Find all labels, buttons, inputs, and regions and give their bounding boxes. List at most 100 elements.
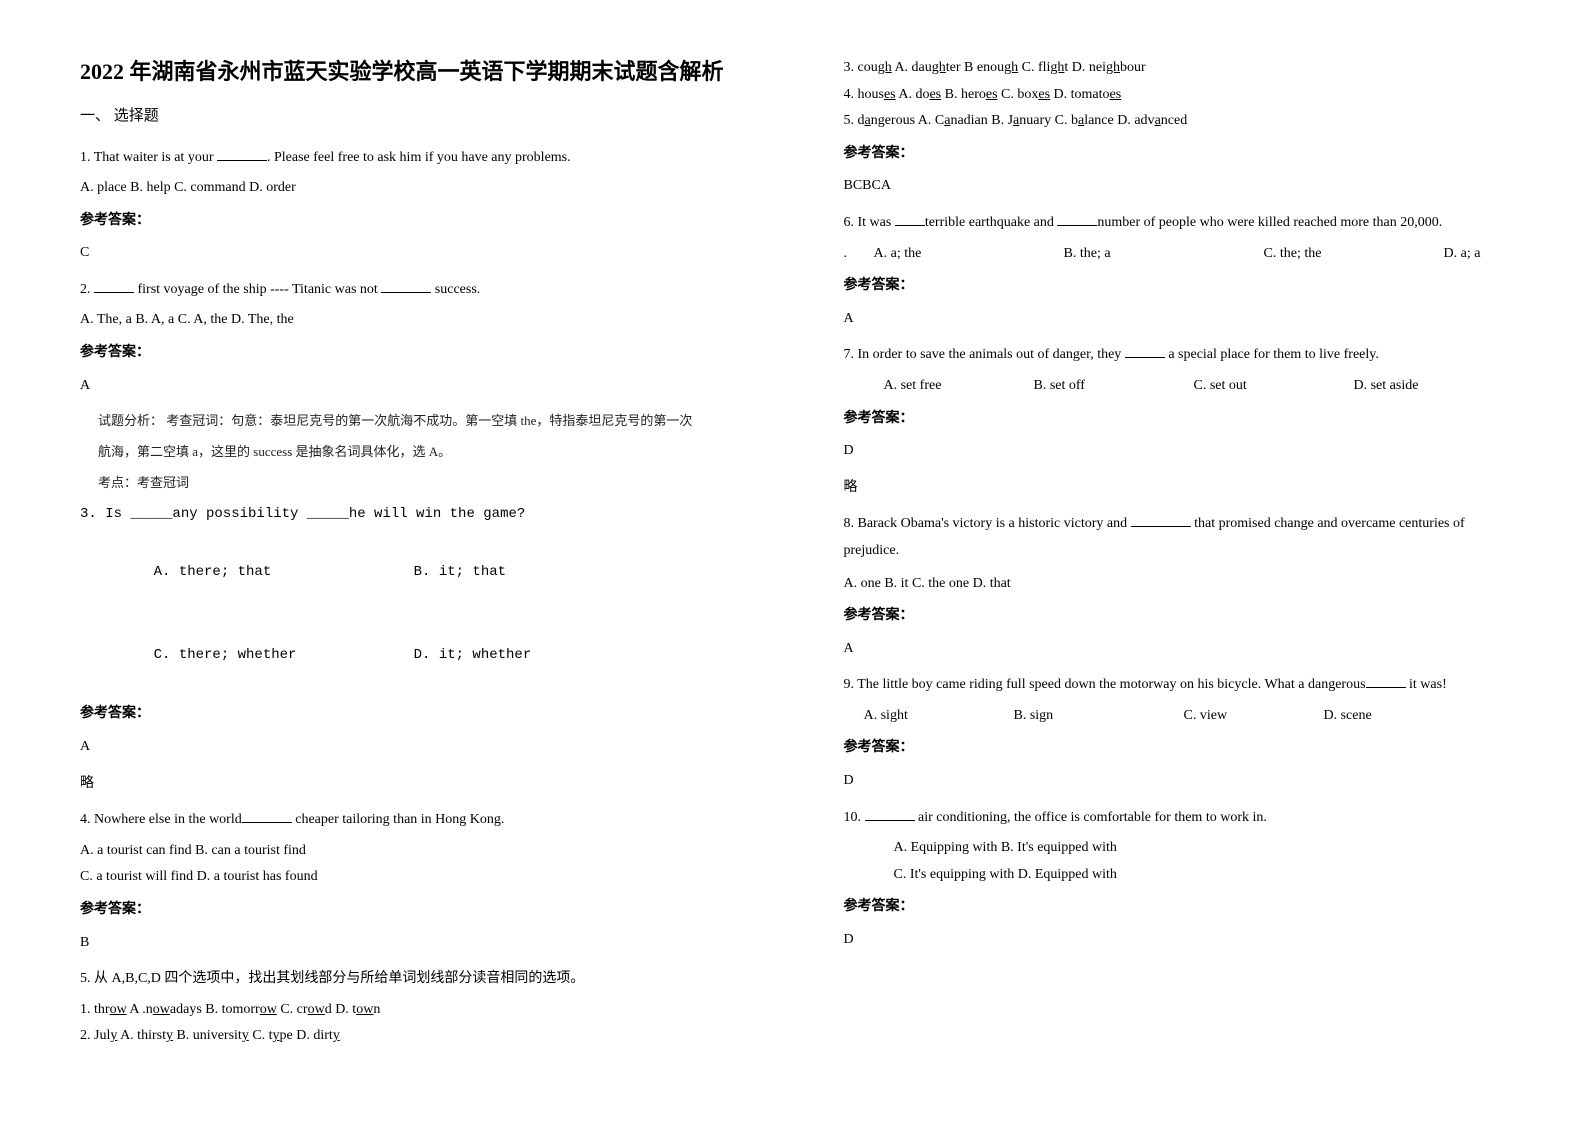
q7-stem: 7. In order to save the animals out of d… xyxy=(844,342,1508,369)
q10-opts1: A. Equipping with B. It's equipped with xyxy=(844,835,1508,862)
q3-row2: C. there; whetherD. it; whether xyxy=(80,616,744,696)
answer-label: 参考答案： xyxy=(844,141,1508,168)
right-column: 3. cough A. daughter B enough C. flight … xyxy=(794,0,1587,1122)
u: gh xyxy=(878,60,892,75)
q5-line5: 5. dangerous A. Canadian B. January C. b… xyxy=(844,108,1508,135)
q4-opts2: C. a tourist will find D. a tourist has … xyxy=(80,864,744,891)
blank xyxy=(242,810,292,824)
q10-b: air conditioning, the office is comforta… xyxy=(915,810,1267,825)
q2-options: A. The, a B. A, a C. A, the D. The, the xyxy=(80,307,744,334)
q10-opts2: C. It's equipping with D. Equipped with xyxy=(844,862,1508,889)
q8-a: 8. Barack Obama's victory is a historic … xyxy=(844,516,1131,531)
t: B. universit xyxy=(173,1028,242,1043)
t: nuary C. b xyxy=(1019,113,1078,128)
blank xyxy=(1057,212,1097,226)
q5-stem: 5. 从 A,B,C,D 四个选项中，找出其划线部分与所给单词划线部分读音相同的… xyxy=(80,966,744,993)
answer-label: 参考答案： xyxy=(844,894,1508,921)
t: 3. cou xyxy=(844,60,878,75)
t: 1. thr xyxy=(80,1002,110,1017)
section-heading: 一、 选择题 xyxy=(80,102,744,131)
q3-extra: 略 xyxy=(80,771,744,798)
q6-ob: B. the; a xyxy=(1064,241,1264,268)
u: y xyxy=(273,1028,280,1043)
q6-b: terrible earthquake and xyxy=(925,215,1058,230)
q5-line2: 2. July A. thirsty B. university C. type… xyxy=(80,1023,744,1050)
q5-line4: 4. houses A. does B. heroes C. boxes D. … xyxy=(844,82,1508,109)
u: y xyxy=(333,1028,340,1043)
q2-explain-1: 试题分析： 考查冠词：句意：泰坦尼克号的第一次航海不成功。第一空填 the，特指… xyxy=(80,409,744,434)
t: B. hero xyxy=(941,87,986,102)
q7-extra: 略 xyxy=(844,475,1508,502)
q1-answer: C xyxy=(80,240,744,267)
q9-answer: D xyxy=(844,768,1508,795)
q9-stem: 9. The little boy came riding full speed… xyxy=(844,672,1508,699)
q6-c: number of people who were killed reached… xyxy=(1097,215,1442,230)
q5-line3: 3. cough A. daughter B enough C. flight … xyxy=(844,55,1508,82)
answer-label: 参考答案： xyxy=(80,208,744,235)
q1-stem-b: . Please feel free to ask him if you hav… xyxy=(267,150,571,165)
t: D. tomato xyxy=(1050,87,1110,102)
t: nadian B. J xyxy=(950,113,1013,128)
q6-oa: A. a; the xyxy=(874,241,1064,268)
t: ngerous A. C xyxy=(871,113,945,128)
q9-ob: B. sign xyxy=(1014,703,1184,730)
t: bour xyxy=(1120,60,1146,75)
q4-stem: 4. Nowhere else in the world cheaper tai… xyxy=(80,807,744,834)
t: t D. nei xyxy=(1064,60,1106,75)
doc-title: 2022 年湖南省永州市蓝天实验学校高一英语下学期期末试题含解析 xyxy=(80,55,744,88)
q3-stem: 3. Is _____any possibility _____he will … xyxy=(80,501,744,528)
q9-oc: C. view xyxy=(1184,703,1324,730)
q6-options: . A. a; the B. the; a C. the; the D. a; … xyxy=(844,241,1508,268)
answer-label: 参考答案： xyxy=(844,735,1508,762)
q5-answer: BCBCA xyxy=(844,173,1508,200)
u: y xyxy=(166,1028,173,1043)
q3-od: D. it; whether xyxy=(414,647,532,663)
u: ow xyxy=(356,1002,373,1017)
t: 4. hous xyxy=(844,87,884,102)
u: ow xyxy=(308,1002,325,1017)
answer-label: 参考答案： xyxy=(844,603,1508,630)
q1-stem: 1. That waiter is at your . Please feel … xyxy=(80,145,744,172)
t: lance D. adv xyxy=(1084,113,1154,128)
u: gh xyxy=(1050,60,1064,75)
q6-od: D. a; a xyxy=(1444,241,1481,268)
q8-answer: A xyxy=(844,636,1508,663)
answer-label: 参考答案： xyxy=(80,897,744,924)
q2-c: success. xyxy=(431,282,480,297)
blank xyxy=(217,147,267,161)
q9-a: 9. The little boy came riding full speed… xyxy=(844,677,1366,692)
t: C. box xyxy=(998,87,1039,102)
q7-ob: B. set off xyxy=(1034,373,1194,400)
t: 2. Jul xyxy=(80,1028,110,1043)
q7-b: a special place for them to live freely. xyxy=(1165,347,1379,362)
q10-answer: D xyxy=(844,927,1508,954)
q2-stem: 2. first voyage of the ship ---- Titanic… xyxy=(80,277,744,304)
blank xyxy=(381,279,431,293)
q10-a: 10. xyxy=(844,810,865,825)
q3-oa: A. there; that xyxy=(154,559,414,586)
q2-explain-2: 航海，第二空填 a，这里的 success 是抽象名词具体化，选 A。 xyxy=(80,440,744,465)
q8-options: A. one B. it C. the one D. that xyxy=(844,571,1508,598)
q4-b: cheaper tailoring than in Hong Kong. xyxy=(292,812,505,827)
q4-a: 4. Nowhere else in the world xyxy=(80,812,242,827)
q7-oc: C. set out xyxy=(1194,373,1354,400)
t: C. cr xyxy=(277,1002,308,1017)
blank xyxy=(94,279,134,293)
t: adays B. tomorr xyxy=(170,1002,260,1017)
q6-answer: A xyxy=(844,306,1508,333)
q3-ob: B. it; that xyxy=(414,564,506,580)
t: pe D. dirt xyxy=(280,1028,333,1043)
answer-label: 参考答案： xyxy=(80,701,744,728)
t: A. dau xyxy=(892,60,932,75)
q7-od: D. set aside xyxy=(1354,373,1419,400)
t: C. t xyxy=(249,1028,273,1043)
t: A. thirst xyxy=(117,1028,166,1043)
t: ter B enou xyxy=(946,60,1004,75)
u: es xyxy=(1110,87,1122,102)
q3-row1: A. there; thatB. it; that xyxy=(80,532,744,612)
u: es xyxy=(929,87,941,102)
q4-opts1: A. a tourist can find B. can a tourist f… xyxy=(80,838,744,865)
q5-line1: 1. throw A .nowadays B. tomorrow C. crow… xyxy=(80,997,744,1024)
q2-b: first voyage of the ship ---- Titanic wa… xyxy=(134,282,381,297)
t: A .n xyxy=(127,1002,153,1017)
